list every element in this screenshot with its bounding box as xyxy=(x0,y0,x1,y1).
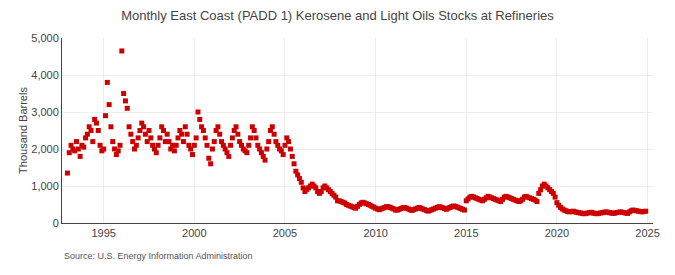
svg-text:Monthly East Coast (PADD 1) Ke: Monthly East Coast (PADD 1) Kerosene and… xyxy=(121,8,554,23)
svg-text:2000: 2000 xyxy=(182,227,206,239)
svg-text:1995: 1995 xyxy=(91,227,115,239)
svg-text:2025: 2025 xyxy=(635,227,659,239)
svg-text:1,000: 1,000 xyxy=(31,180,59,192)
svg-text:Thousand Barrels: Thousand Barrels xyxy=(17,87,29,174)
svg-text:Source: U.S. Energy Informatio: Source: U.S. Energy Information Administ… xyxy=(64,251,253,261)
svg-text:2015: 2015 xyxy=(454,227,478,239)
svg-text:3,000: 3,000 xyxy=(31,106,59,118)
svg-text:0: 0 xyxy=(53,217,59,229)
svg-text:2020: 2020 xyxy=(545,227,569,239)
svg-text:2005: 2005 xyxy=(273,227,297,239)
svg-text:5,000: 5,000 xyxy=(31,32,59,44)
svg-text:2010: 2010 xyxy=(363,227,387,239)
svg-text:4,000: 4,000 xyxy=(31,69,59,81)
svg-text:2,000: 2,000 xyxy=(31,143,59,155)
